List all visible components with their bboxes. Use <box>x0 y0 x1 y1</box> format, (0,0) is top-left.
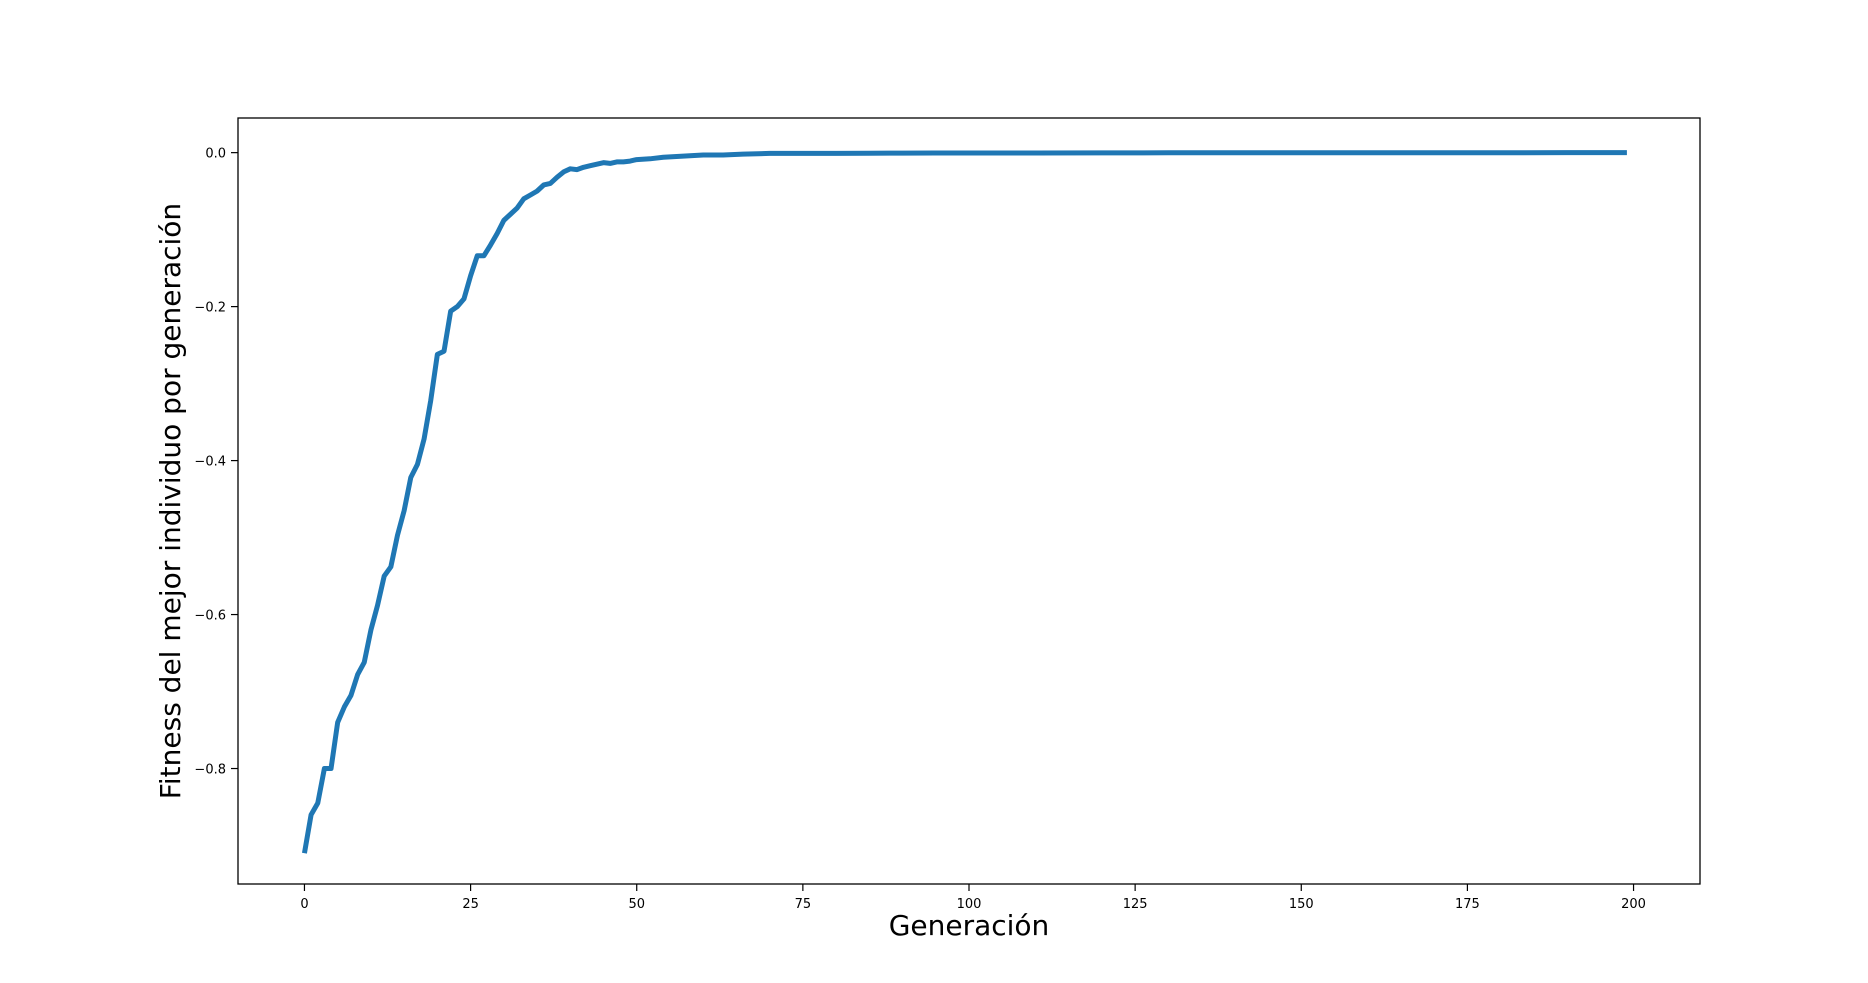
x-tick-label: 175 <box>1455 897 1480 912</box>
x-tick-label: 0 <box>300 897 308 912</box>
y-tick-label: −0.4 <box>194 455 226 470</box>
x-tick-label: 25 <box>462 897 479 912</box>
y-tick-label: 0.0 <box>205 147 226 162</box>
x-axis-title: Generación <box>889 909 1050 942</box>
x-tick-label: 50 <box>628 897 645 912</box>
x-axis: 0 25 50 75 100 125 150 175 200 <box>300 884 1646 912</box>
x-tick-label: 125 <box>1123 897 1148 912</box>
x-tick-label: 75 <box>795 897 812 912</box>
x-tick-label: 150 <box>1289 897 1314 912</box>
series-line <box>301 150 1627 854</box>
y-tick-label: −0.6 <box>194 609 226 624</box>
y-tick-label: −0.8 <box>194 763 226 778</box>
x-tick-label: 100 <box>957 897 982 912</box>
y-tick-label: −0.2 <box>194 301 226 316</box>
y-axis-title: Fitness del mejor individuo por generaci… <box>154 203 187 799</box>
y-axis: 0.0 −0.2 −0.4 −0.6 −0.8 <box>194 147 238 778</box>
x-tick-label: 200 <box>1621 897 1646 912</box>
plot-area <box>301 150 1627 854</box>
